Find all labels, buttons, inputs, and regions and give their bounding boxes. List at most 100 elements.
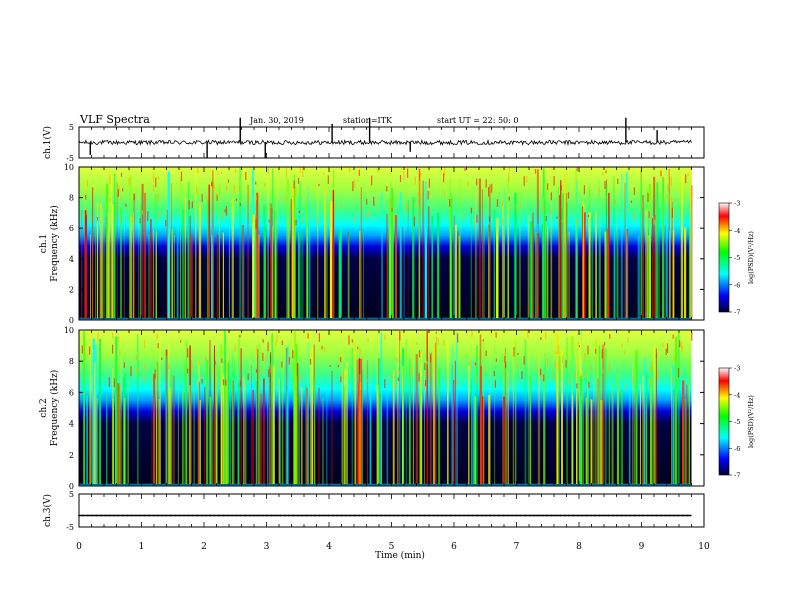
spectrogram-speckle (144, 363, 146, 370)
spectrogram-streak (198, 202, 202, 318)
spectrogram-streak (133, 212, 134, 318)
waveform-dot (611, 514, 614, 517)
spectrogram-speckle (384, 334, 386, 340)
y-tick-label: -5 (66, 523, 74, 532)
spectrogram-streak (356, 359, 358, 484)
spectrogram-speckle (185, 383, 187, 387)
spectrogram-streak (524, 339, 527, 484)
spectrogram-speckle (605, 170, 607, 174)
spectrogram-streak (482, 228, 485, 318)
spectrogram-speckle (281, 340, 283, 345)
spectrogram-speckle (141, 210, 143, 215)
spectrogram-streak (167, 356, 169, 484)
spectrogram-speckle (96, 217, 99, 221)
waveform-dot (620, 514, 623, 517)
y-axis-label: Frequency (kHz) (49, 205, 60, 282)
spectrogram-speckle (565, 359, 567, 368)
spectrogram-streak (447, 338, 449, 484)
spectrogram-speckle (117, 189, 119, 197)
spectrogram-streak (424, 217, 427, 318)
spectrogram-streak (140, 202, 142, 318)
spectrogram-streak (544, 200, 547, 318)
spectrogram-streak (626, 228, 629, 318)
spectrogram-speckle (651, 361, 653, 371)
spectrogram-streak (478, 178, 481, 318)
spectrogram-speckle (517, 353, 519, 356)
spectrogram-speckle (508, 196, 510, 201)
spectrogram-speckle (426, 360, 428, 365)
spectrogram-streak (628, 386, 631, 484)
waveform-dot (86, 514, 89, 517)
spectrogram-streak (231, 199, 234, 318)
waveform-dot (686, 514, 688, 517)
spectrogram-streak (560, 180, 562, 318)
spectrogram-streak (245, 366, 247, 484)
waveform-dot (288, 514, 290, 517)
spectrogram-streak (378, 357, 381, 484)
spectrogram-streak (307, 342, 309, 484)
spectrogram-speckle (112, 332, 114, 339)
spectrogram-streak (534, 231, 537, 318)
spectrogram-speckle (424, 384, 426, 391)
colorbar-tick-label: -4 (734, 227, 740, 235)
waveform-dot (380, 514, 382, 517)
waveform-dot (432, 514, 435, 517)
spectrogram-streak (427, 206, 430, 318)
x-tick-label: 9 (639, 542, 645, 552)
spectrogram-streak (156, 361, 159, 484)
spectrogram-speckle (131, 214, 133, 223)
y-axis-label: ch.3(V) (42, 494, 53, 527)
y-tick-label: 5 (69, 490, 74, 499)
waveform-dot (638, 514, 640, 517)
spectrogram-speckle (491, 183, 493, 193)
spectrogram-speckle (125, 203, 127, 207)
waveform-dot (555, 514, 557, 517)
spectrogram-speckle (112, 344, 114, 354)
spectrogram-speckle (505, 362, 507, 369)
spectrogram-streak (541, 224, 544, 318)
spectrogram-streak (252, 389, 254, 484)
spectrogram-speckle (362, 356, 364, 361)
spectrogram-speckle (235, 198, 237, 201)
spectrogram-streak (275, 196, 276, 318)
spectrogram-streak (332, 190, 335, 318)
waveform-dot (358, 514, 360, 517)
spectrogram-streak (307, 186, 309, 318)
spectrogram-speckle (617, 178, 619, 185)
spectrogram-streak (474, 191, 477, 318)
spectrogram-speckle (154, 369, 156, 379)
waveform-dot (415, 514, 417, 517)
spectrogram-speckle (123, 362, 125, 368)
spectrogram-speckle (205, 195, 208, 201)
spectrogram-speckle (398, 369, 400, 374)
spectrogram-speckle (309, 359, 312, 365)
spectrogram-streak (243, 376, 245, 484)
spectrogram-speckle (633, 187, 635, 195)
spectrogram-speckle (675, 198, 677, 202)
spectrogram-streak (225, 384, 227, 484)
waveform-dot (668, 514, 671, 517)
spectrogram-speckle (113, 378, 115, 388)
spectrogram-streak (613, 208, 616, 318)
spectrogram-speckle (419, 350, 421, 356)
spectrogram-speckle (340, 376, 342, 383)
spectrogram-speckle (591, 213, 593, 217)
spectrogram-streak (184, 195, 187, 318)
spectrogram-speckle (574, 373, 576, 378)
spectrogram-speckle (307, 333, 309, 339)
spectrogram-streak (359, 231, 361, 318)
spectrogram-streak (645, 209, 648, 318)
spectrogram-streak (455, 224, 457, 318)
spectrogram-streak (309, 351, 311, 484)
spectrogram-speckle (473, 217, 476, 227)
spectrogram-streak (452, 365, 453, 484)
y-tick-label: 2 (69, 451, 74, 460)
spectrogram-streak (346, 362, 348, 484)
spectrogram-streak (617, 224, 619, 318)
spectrogram-streak (653, 176, 656, 318)
spectrogram-speckle (515, 204, 517, 211)
waveform-dot (100, 514, 102, 517)
spectrogram-speckle (226, 185, 228, 191)
spectrogram-streak (468, 365, 470, 484)
spectrogram-streak (611, 383, 614, 484)
